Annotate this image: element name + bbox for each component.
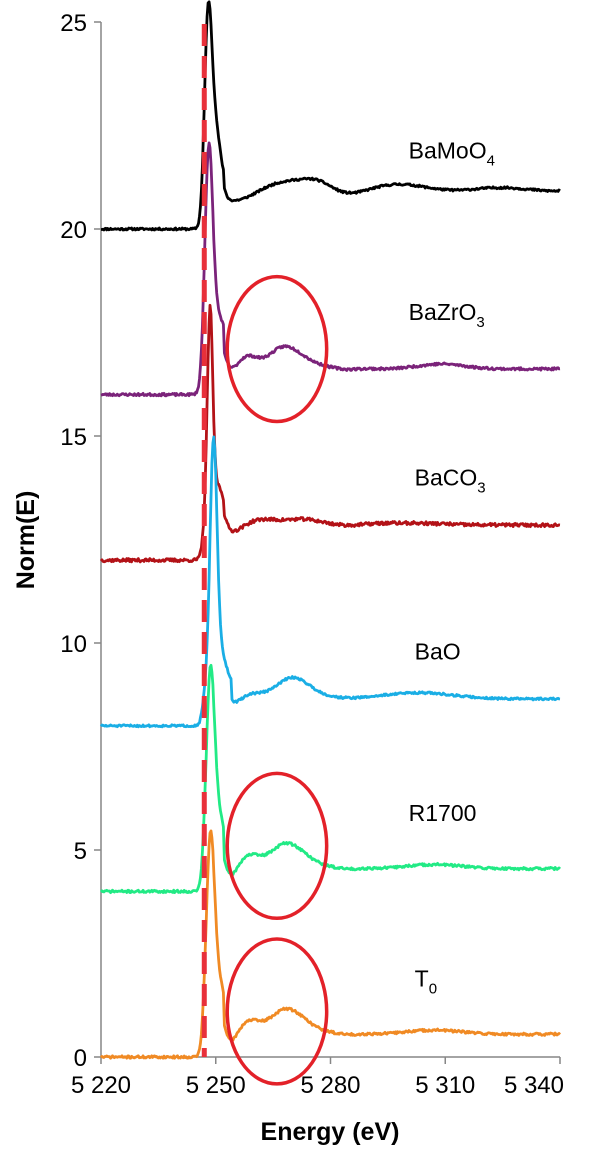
y-tick-label: 20	[60, 217, 87, 244]
x-tick-label: 5 280	[300, 1072, 360, 1099]
series-label-baco3: BaCO3	[415, 465, 486, 497]
series-lines	[99, 0, 561, 1060]
series-label-bao: BaO	[415, 639, 461, 665]
series-label-bazro3: BaZrO3	[409, 299, 485, 331]
y-tick-label: 15	[60, 424, 87, 451]
x-tick-label: 5 310	[415, 1072, 475, 1099]
highlight-ellipse	[225, 937, 329, 1086]
series-line-r1700	[99, 663, 561, 894]
x-tick-label: 5 250	[186, 1072, 246, 1099]
series-line-bazro3	[100, 141, 561, 398]
series-line-bao	[99, 435, 561, 729]
series-label-r1700: R1700	[409, 800, 477, 826]
series-line-bamoo4	[100, 0, 561, 232]
highlight-ellipse	[225, 771, 329, 921]
series-line-t0	[99, 829, 561, 1060]
y-tick-label: 25	[60, 10, 87, 37]
x-tick-label: 5 220	[71, 1072, 131, 1099]
y-tick-label: 10	[60, 631, 87, 658]
series-label-bamoo4: BaMoO4	[409, 138, 495, 170]
series-label-t0: T0	[415, 966, 437, 998]
y-tick-label: 0	[74, 1045, 87, 1072]
x-axis-title: Energy (eV)	[261, 1118, 400, 1146]
series-line-baco3	[99, 303, 561, 564]
series-labels: BaMoO4 BaZrO3 BaCO3 BaO R1700 T0	[409, 138, 495, 998]
y-tick-label: 5	[74, 838, 87, 865]
annotations	[225, 274, 329, 1086]
highlight-ellipse	[225, 274, 329, 424]
x-tick-label: 5 340	[504, 1072, 564, 1099]
axes: 0 5 10 15 20 25 5 220 5 250 5 280 5 310 5 340	[60, 10, 564, 1099]
y-axis-title: Norm(E)	[12, 491, 40, 590]
